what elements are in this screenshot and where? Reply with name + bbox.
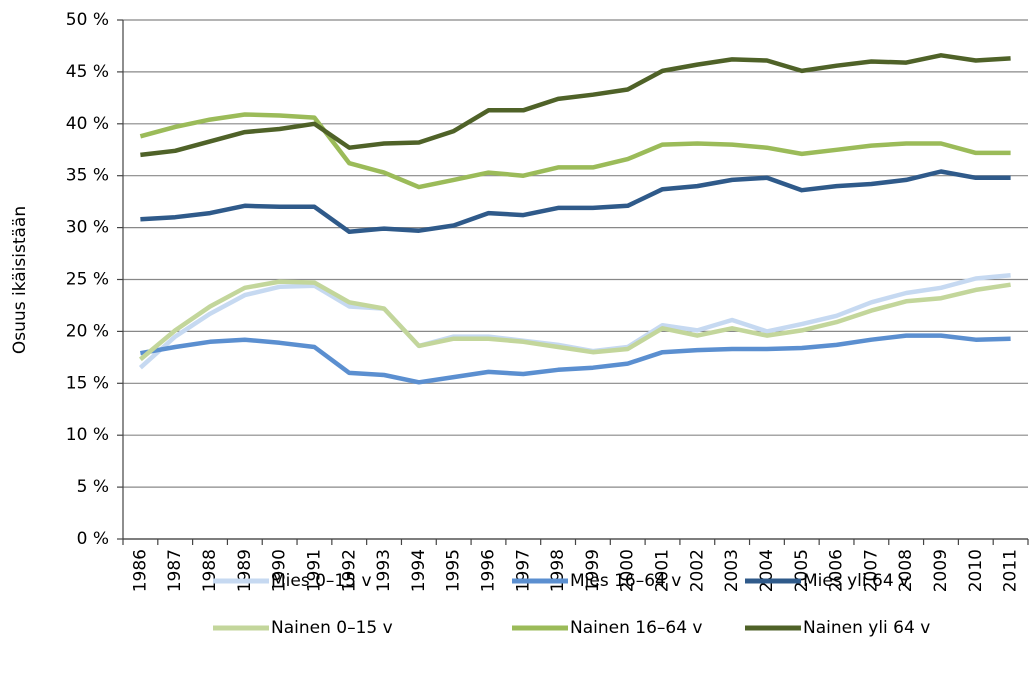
data-line [140,169,1011,235]
data-line [139,112,1011,190]
legend-label: Nainen 0–15 v [271,618,393,638]
y-tick-label: 5 % [77,477,109,497]
x-tick-label: 2003 [722,549,742,592]
x-tick-label: 1993 [374,549,394,592]
x-tick-label: 2006 [827,549,847,592]
legend-label: Mies 16–64 v [570,571,681,591]
x-tick-label: 1998 [548,549,568,592]
legend-label: Mies yli 64 v [803,571,909,591]
x-tick-label: 1987 [165,549,185,592]
y-tick-label: 30 % [66,218,109,238]
legend-label: Nainen yli 64 v [803,618,930,638]
x-tick-label: 1995 [444,549,464,592]
y-tick-label: 15 % [66,373,109,393]
y-tick-label: 0 % [77,529,109,549]
x-tick-label: 2008 [896,549,916,592]
x-tick-label: 1999 [583,549,603,592]
x-tick-label: 1990 [270,549,290,592]
x-tick-label: 2011 [1001,549,1021,592]
y-axis-label: Osuus ikäisistään [10,206,30,354]
y-tick-label: 10 % [66,425,109,445]
y-tick-label: 45 % [66,62,109,82]
x-tick-label: 2002 [687,549,707,592]
x-tick-label: 1991 [304,549,324,592]
data-line [138,273,1011,370]
x-tick-label: 1992 [339,549,359,592]
x-tick-label: 2004 [757,549,777,592]
x-tick-label: 2001 [653,549,673,592]
y-tick-label: 20 % [66,321,109,341]
x-tick-label: 2007 [861,549,881,592]
x-tick-label: 1989 [235,549,255,592]
x-tick-label: 2009 [931,549,951,592]
x-tick-label: 1994 [409,549,429,592]
x-tick-label: 1988 [200,549,220,592]
x-tick-label: 2000 [618,549,638,592]
y-tick-label: 50 % [66,10,109,30]
x-tick-label: 1997 [513,549,533,592]
data-line [140,53,1011,158]
x-tick-label: 2010 [966,549,986,592]
legend-label: Mies 0–15 v [271,571,372,591]
y-tick-label: 40 % [66,114,109,134]
y-tick-label: 35 % [66,166,109,186]
data-line [138,279,1011,362]
y-tick-label: 25 % [66,270,109,290]
data-line [140,333,1011,385]
x-tick-label: 1986 [130,549,150,592]
x-tick-label: 1996 [478,549,498,592]
legend-label: Nainen 16–64 v [570,618,703,638]
